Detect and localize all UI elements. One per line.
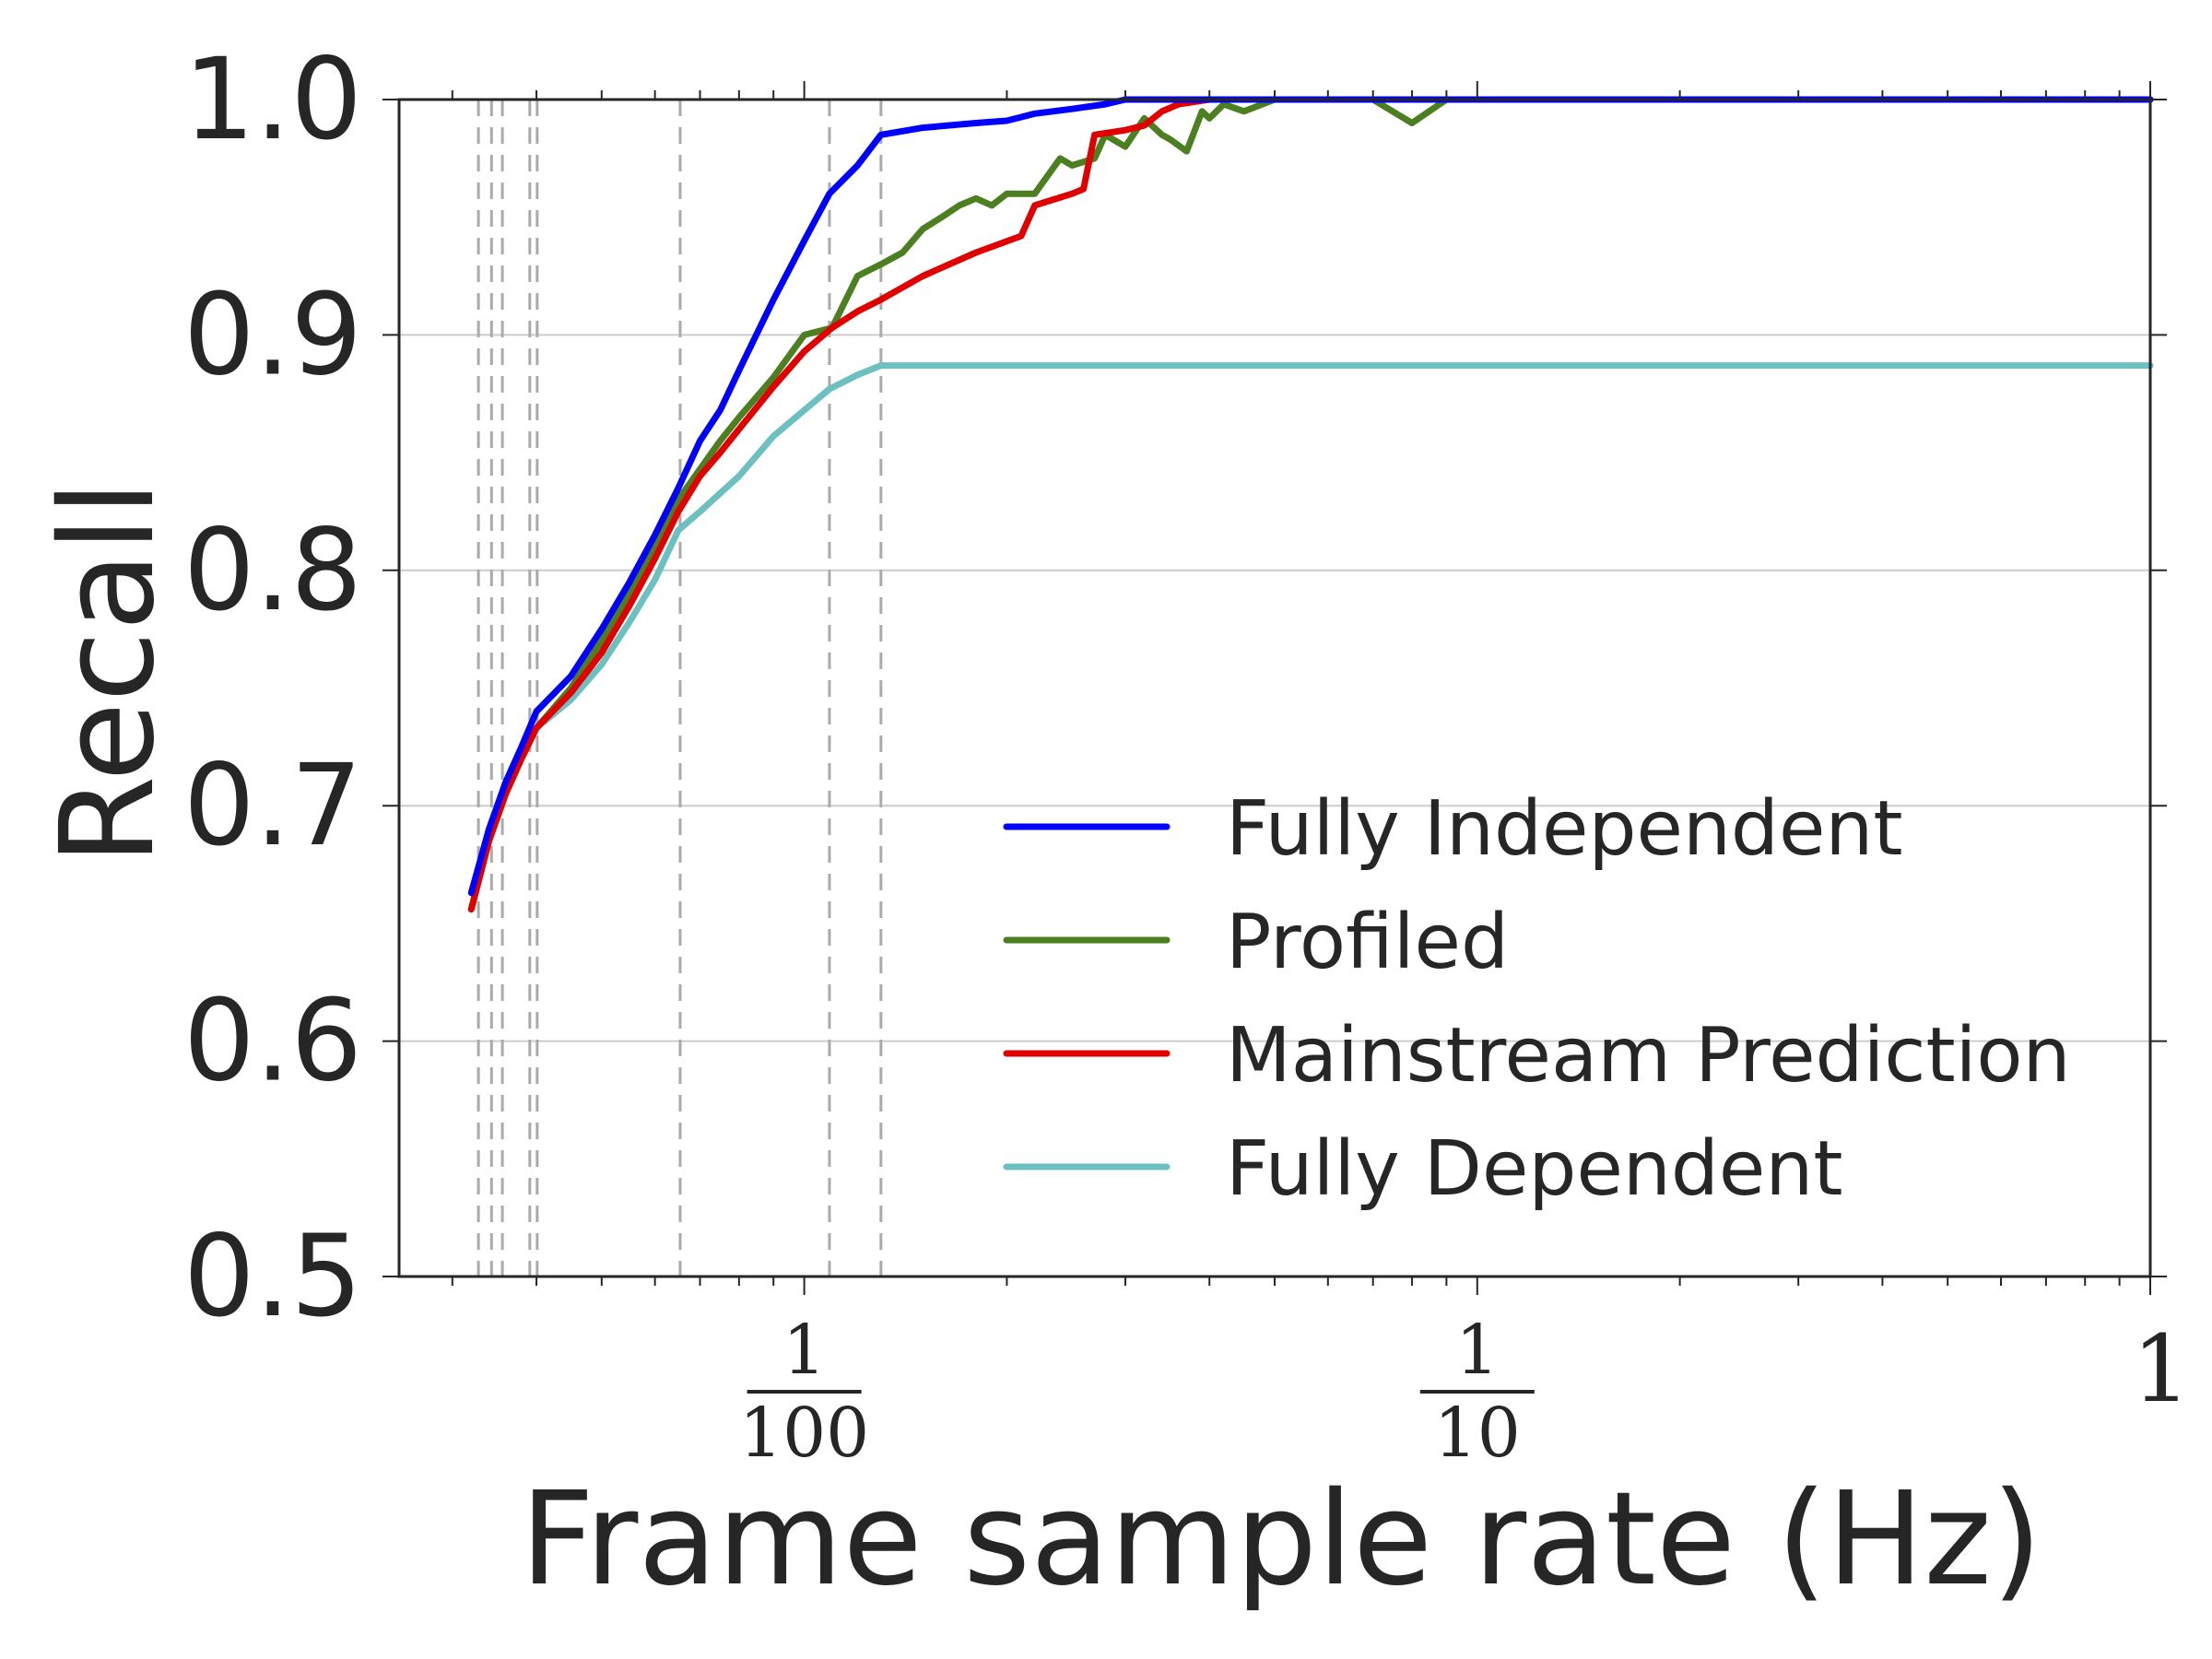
legend-item: Fully Dependent bbox=[1003, 1125, 1843, 1213]
plot-frame bbox=[397, 98, 2152, 1278]
x-tick-label: 110 bbox=[1419, 1311, 1535, 1473]
y-tick-label: 0.8 bbox=[183, 505, 362, 636]
axis-ticks bbox=[382, 81, 2167, 1295]
legend-item: Profiled bbox=[1003, 899, 1509, 986]
x-tick-denominator: 100 bbox=[739, 1394, 869, 1473]
legend-item: Fully Independent bbox=[1003, 785, 1903, 873]
legend-label: Fully Dependent bbox=[1226, 1125, 1843, 1213]
gridlines bbox=[399, 99, 2150, 1277]
reference-lines bbox=[477, 100, 883, 1277]
y-tick-label: 0.5 bbox=[183, 1211, 362, 1342]
y-tick-label: 0.6 bbox=[183, 976, 362, 1107]
x-tick-label: 1 bbox=[2132, 1315, 2191, 1423]
y-axis-title: Recall bbox=[33, 480, 183, 865]
x-tick-numerator: 1 bbox=[782, 1311, 826, 1390]
legend-label: Fully Independent bbox=[1226, 785, 1903, 873]
legend-label: Profiled bbox=[1226, 899, 1509, 986]
y-tick-label: 1.0 bbox=[183, 34, 362, 165]
x-axis-title: Frame sample rate (Hz) bbox=[520, 1465, 2041, 1615]
x-tick-numerator: 1 bbox=[1455, 1311, 1499, 1390]
legend-item: Mainstream Prediction bbox=[1003, 1012, 2071, 1100]
series-line-fully-independent bbox=[467, 96, 2154, 897]
y-tick-label: 0.7 bbox=[183, 740, 362, 871]
legend: Fully Independent Profiled Mainstream Pred… bbox=[1003, 785, 2071, 1213]
y-tick-label: 0.9 bbox=[183, 269, 362, 400]
x-tick-denominator: 10 bbox=[1434, 1394, 1521, 1473]
y-tick-labels: 0.5 0.6 0.7 0.8 0.9 1.0 bbox=[183, 34, 362, 1342]
legend-label: Mainstream Prediction bbox=[1226, 1012, 2071, 1100]
